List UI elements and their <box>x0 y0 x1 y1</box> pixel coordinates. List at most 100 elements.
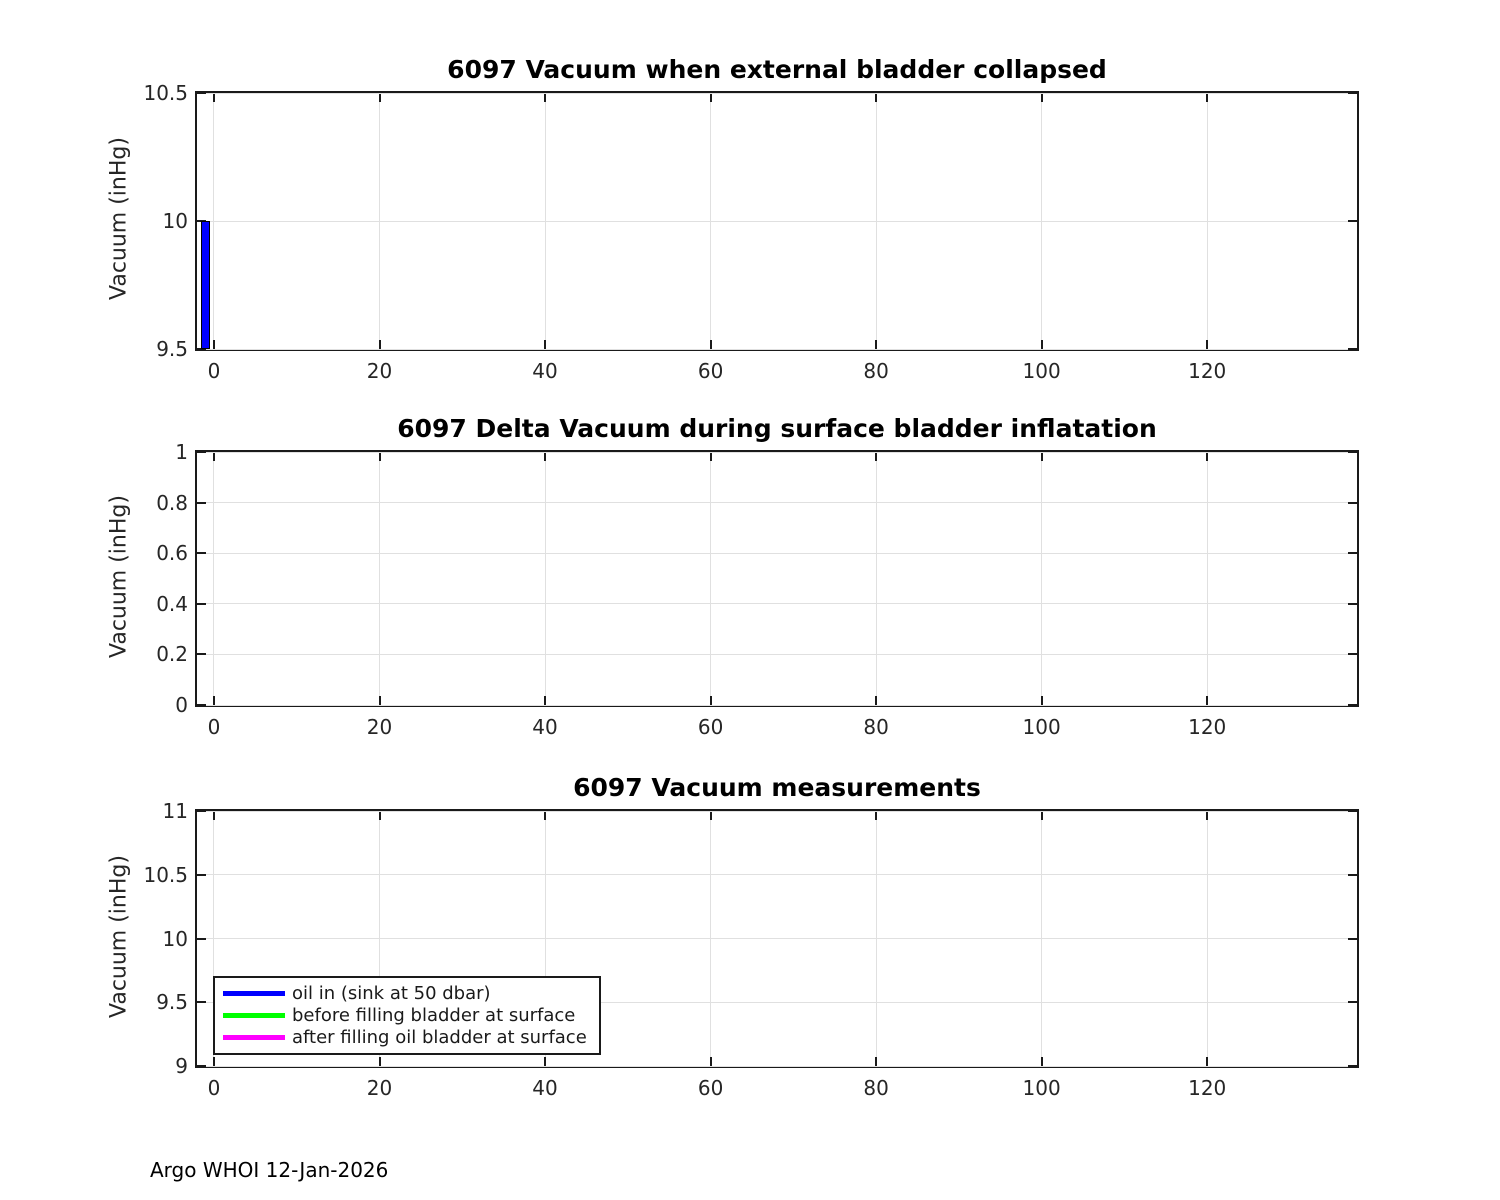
legend-line-swatch <box>223 1013 285 1018</box>
y-tick-label: 1 <box>175 440 188 464</box>
y-tick-label: 0 <box>175 693 188 717</box>
x-tick-mark <box>544 696 547 705</box>
x-tick-mark <box>378 340 381 349</box>
y-tick-mark <box>197 704 206 706</box>
x-tick-label: 80 <box>863 715 889 739</box>
x-tick-mark <box>709 696 712 705</box>
x-tick-mark <box>875 340 878 349</box>
y-gridline <box>197 1001 1357 1003</box>
x-tick-label: 120 <box>1188 715 1227 739</box>
y-tick-mark <box>197 1065 206 1067</box>
x-tick-label: 100 <box>1022 1076 1061 1100</box>
x-tick-label: 0 <box>207 359 221 383</box>
y-tick-mark <box>1348 873 1357 876</box>
plot-title: 6097 Vacuum when external bladder collap… <box>447 55 1107 84</box>
x-gridline <box>1206 452 1208 705</box>
legend-item: before filling bladder at surface <box>223 1006 587 1025</box>
y-gridline <box>197 451 1357 453</box>
x-tick-mark <box>212 340 215 349</box>
legend-item: oil in (sink at 50 dbar) <box>223 984 587 1003</box>
y-tick-mark <box>1348 1065 1357 1067</box>
y-tick-label: 0.6 <box>156 541 188 566</box>
y-gridline <box>197 874 1357 876</box>
legend-item: after filling oil bladder at surface <box>223 1028 587 1047</box>
x-tick-mark <box>875 696 878 705</box>
x-tick-mark <box>212 452 215 461</box>
y-tick-mark <box>1348 704 1357 706</box>
x-tick-label: 120 <box>1188 359 1227 383</box>
x-tick-label: 80 <box>863 1076 889 1100</box>
x-gridline <box>379 452 380 705</box>
y-tick-mark <box>197 873 206 876</box>
plot-title: 6097 Vacuum measurements <box>573 773 981 802</box>
y-tick-mark <box>197 937 206 940</box>
x-tick-label: 40 <box>532 1076 558 1100</box>
x-gridline <box>710 452 712 705</box>
y-gridline <box>197 552 1357 554</box>
x-tick-label: 0 <box>207 715 221 739</box>
y-gridline <box>197 1065 1357 1067</box>
y-gridline <box>197 220 1357 222</box>
y-gridline <box>197 502 1357 504</box>
x-tick-label: 40 <box>532 359 558 383</box>
legend-line-swatch <box>223 1035 285 1040</box>
x-gridline <box>875 452 877 705</box>
y-tick-label: 0.2 <box>156 642 188 667</box>
x-tick-mark <box>212 1057 215 1066</box>
y-tick-mark <box>197 348 206 350</box>
y-tick-mark <box>1348 653 1357 656</box>
x-tick-mark <box>1040 452 1043 461</box>
x-tick-mark <box>709 340 712 349</box>
x-tick-mark <box>1040 811 1043 820</box>
x-tick-mark <box>1040 1057 1043 1066</box>
x-tick-mark <box>544 1057 547 1066</box>
x-tick-label: 40 <box>532 715 558 739</box>
x-tick-mark <box>378 811 381 820</box>
y-gridline <box>197 92 1357 94</box>
legend-box: oil in (sink at 50 dbar) before filling b… <box>213 976 601 1055</box>
x-tick-mark <box>378 696 381 705</box>
y-tick-mark <box>1348 348 1357 350</box>
y-tick-label: 10 <box>162 209 188 233</box>
plot-title: 6097 Delta Vacuum during surface bladder… <box>397 414 1157 443</box>
x-tick-mark <box>709 93 712 102</box>
y-tick-mark <box>197 552 206 555</box>
y-gridline <box>197 810 1357 812</box>
x-gridline <box>213 452 215 705</box>
x-tick-mark <box>378 1057 381 1066</box>
y-tick-label: 9.5 <box>156 990 188 1015</box>
y-tick-mark <box>1348 92 1357 94</box>
footer-text: Argo WHOI 12-Jan-2026 <box>150 1158 389 1182</box>
y-tick-mark <box>1348 1001 1357 1004</box>
legend-line-swatch <box>223 991 285 996</box>
y-tick-mark <box>197 501 206 504</box>
y-gridline <box>197 348 1357 350</box>
x-tick-mark <box>544 340 547 349</box>
x-tick-label: 60 <box>697 715 724 739</box>
x-tick-mark <box>1206 696 1209 705</box>
x-tick-mark <box>212 696 215 705</box>
x-tick-label: 60 <box>697 359 724 383</box>
x-tick-mark <box>212 811 215 820</box>
y-tick-mark <box>197 451 206 453</box>
x-gridline <box>544 452 546 705</box>
x-tick-label: 20 <box>366 359 393 383</box>
x-tick-label: 80 <box>863 359 889 383</box>
y-tick-mark <box>197 810 206 812</box>
x-tick-mark <box>544 452 547 461</box>
plot-area-vacuum-collapsed: 6097 Vacuum when external bladder collap… <box>107 55 1359 383</box>
x-tick-label: 20 <box>366 1076 393 1100</box>
y-gridline <box>197 603 1357 605</box>
y-tick-mark <box>1348 810 1357 812</box>
x-tick-mark <box>709 811 712 820</box>
y-tick-label: 9.5 <box>156 337 188 361</box>
x-tick-mark <box>378 452 381 461</box>
y-tick-label: 0.4 <box>156 591 188 616</box>
x-tick-label: 100 <box>1022 359 1061 383</box>
x-tick-mark <box>1040 93 1043 102</box>
y-tick-label: 9 <box>175 1054 188 1078</box>
legend-label: after filling oil bladder at surface <box>292 1027 587 1048</box>
y-tick-label: 11 <box>162 799 188 823</box>
y-tick-mark <box>1348 501 1357 504</box>
